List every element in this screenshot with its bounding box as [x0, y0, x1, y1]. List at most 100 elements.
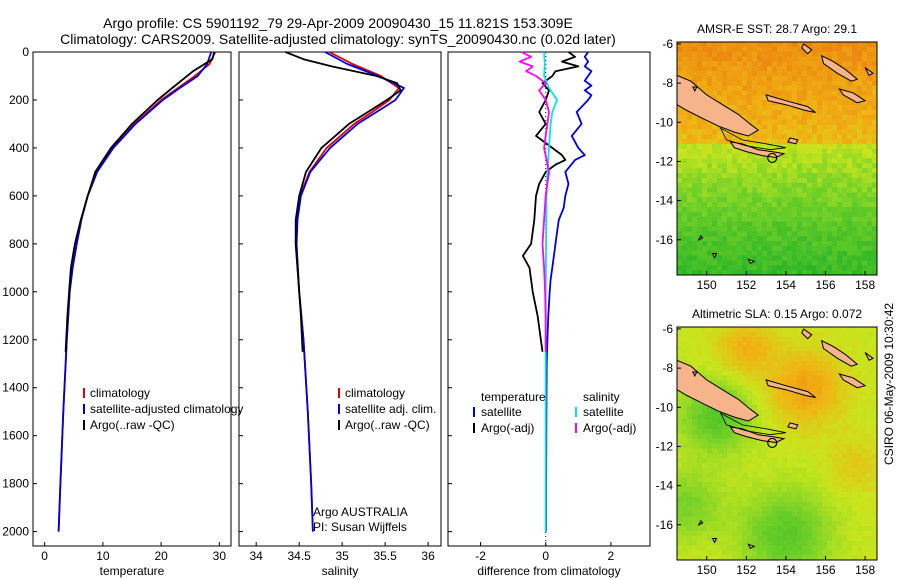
map-cell [757, 535, 763, 542]
map-cell [757, 255, 763, 262]
map-cell [762, 71, 768, 77]
map-cell [872, 260, 877, 266]
map-cell [742, 477, 748, 483]
x-tick-label: 150 [697, 563, 717, 577]
map-cell [732, 458, 738, 464]
series-line-climatology [294, 51, 400, 532]
map-cell [822, 46, 828, 53]
map-cell [712, 236, 718, 242]
map-cell [757, 173, 763, 179]
map-cell [847, 105, 853, 111]
map-cell [762, 207, 768, 213]
map-cell [782, 260, 788, 266]
map-cell [757, 265, 763, 271]
island [765, 379, 816, 398]
map-cell [692, 192, 698, 198]
map-cell [717, 187, 723, 194]
map-cell [782, 424, 788, 430]
map-cell [862, 550, 868, 556]
map-cell [867, 428, 873, 435]
map-cell [727, 265, 733, 271]
map-cell [817, 158, 823, 164]
map-cell [847, 143, 853, 150]
map-cell [687, 265, 693, 271]
map-cell [737, 433, 743, 440]
map-cell [732, 95, 738, 101]
map-cell [777, 443, 783, 449]
map-cell [792, 119, 798, 126]
map-cell [727, 380, 733, 386]
map-cell [737, 207, 743, 213]
map-cell [742, 365, 748, 372]
map-cell [717, 545, 723, 551]
map-cell [682, 255, 688, 262]
map-cell [832, 134, 838, 140]
map-cell [822, 182, 828, 189]
map-cell [867, 114, 873, 121]
map-cell [817, 433, 823, 440]
map-cell [777, 241, 783, 247]
map-cell [712, 433, 718, 440]
map-cell [767, 458, 773, 464]
map-cell [682, 506, 688, 513]
map-cell [772, 414, 778, 420]
map-cell [802, 448, 808, 454]
map-cell [857, 105, 863, 111]
map-cell [867, 265, 873, 271]
map-cell [742, 424, 748, 430]
map-cell [847, 526, 853, 532]
map-cell [852, 173, 858, 179]
map-cell [842, 390, 848, 396]
map-cell [692, 448, 698, 454]
map-cell [777, 163, 783, 169]
map-cell [797, 365, 803, 372]
map-cell [802, 177, 808, 184]
map-cell [677, 390, 683, 396]
map-cell [682, 428, 688, 435]
map-cell [722, 380, 728, 386]
map-cell [847, 521, 853, 527]
map-cell [842, 197, 848, 203]
map-cell [787, 477, 793, 483]
map-cell [702, 177, 708, 184]
map-cell [742, 197, 748, 203]
map-cell [812, 95, 818, 101]
map-cell [852, 66, 858, 72]
map-cell [732, 472, 738, 479]
map-cell [857, 148, 863, 155]
map-cell [792, 341, 798, 348]
map-cell [702, 143, 708, 150]
map-cell [677, 270, 683, 275]
map-cell [757, 365, 763, 372]
map-cell [842, 226, 848, 232]
map-cell [832, 158, 838, 164]
map-cell [842, 448, 848, 454]
map-cell [867, 173, 873, 179]
map-cell [847, 535, 853, 542]
map-cell [692, 399, 698, 406]
map-cell [762, 124, 768, 130]
map-cell [682, 192, 688, 198]
map-cell [862, 56, 868, 63]
map-cell [687, 414, 693, 420]
map-cell [862, 501, 868, 508]
map-cell [692, 424, 698, 430]
map-cell [807, 501, 813, 508]
map-cell [722, 360, 728, 367]
map-cell [742, 526, 748, 532]
map-cell [732, 260, 738, 266]
map-cell [807, 129, 813, 135]
map-cell [797, 482, 803, 488]
map-cell [797, 540, 803, 547]
map-cell [857, 168, 863, 174]
map-cell [832, 487, 838, 493]
map-cell [682, 346, 688, 352]
map-cell [812, 56, 818, 63]
map-cell [702, 148, 708, 155]
map-cell [777, 540, 783, 547]
map-cell [747, 487, 753, 493]
map-cell [712, 66, 718, 72]
map-cell [802, 236, 808, 242]
map-cell [767, 501, 773, 508]
map-cell [757, 428, 763, 435]
